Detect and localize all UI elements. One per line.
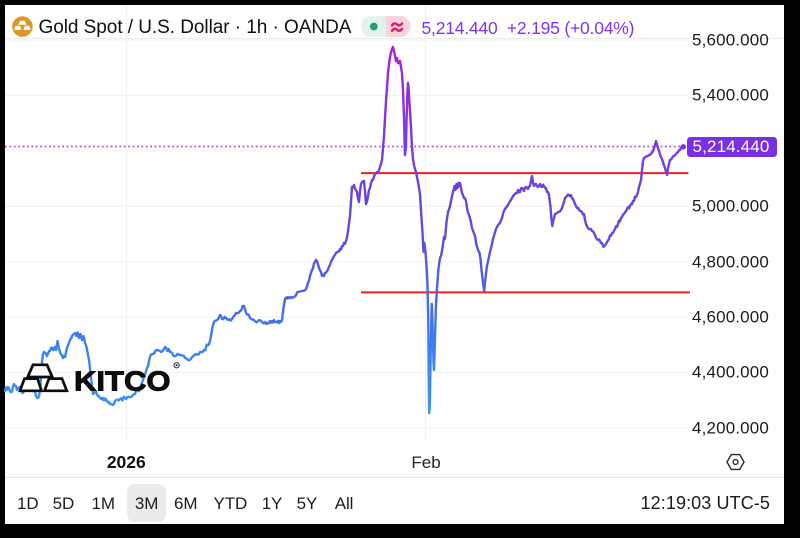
svg-text:KITCO: KITCO xyxy=(74,366,171,397)
